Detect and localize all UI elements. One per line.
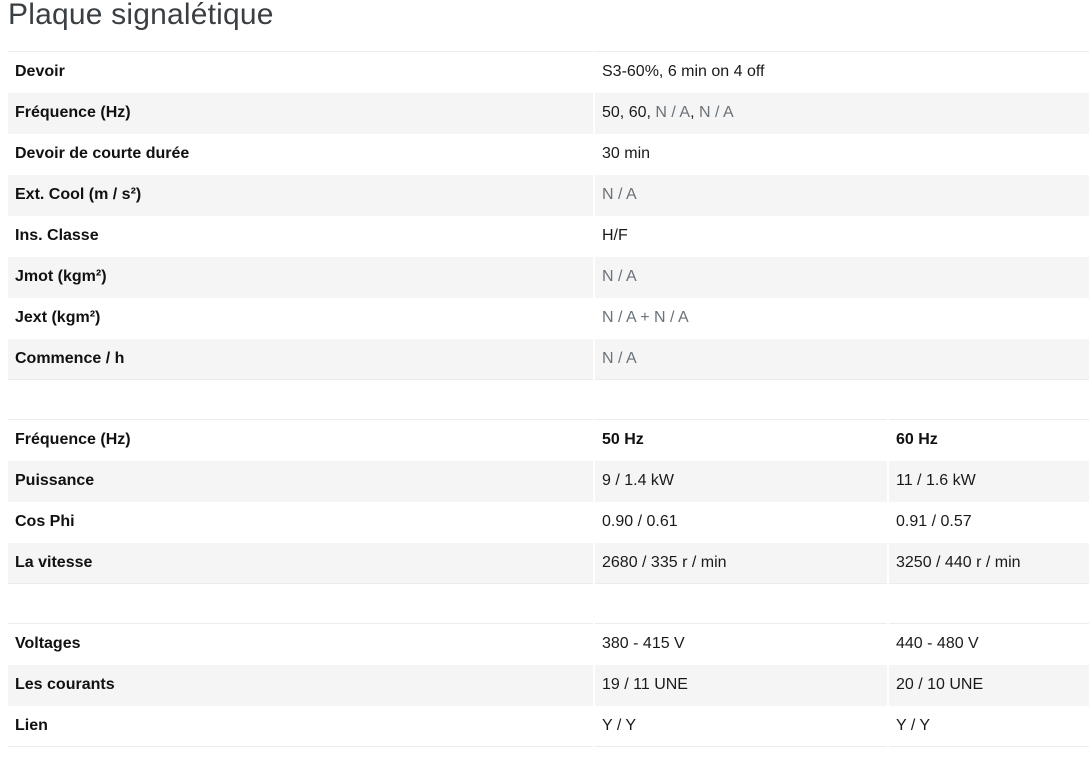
row-label: Les courants [8, 664, 594, 706]
row-label: Puissance [8, 460, 594, 502]
page-title: Plaque signalétique [8, 0, 274, 31]
table-row: La vitesse 2680 / 335 r / min 3250 / 440 r… [8, 542, 1089, 584]
table-row: Devoir S3-60%, 6 min on 4 off [8, 51, 1089, 93]
value-text: S3-60%, 6 min on 4 off [602, 63, 765, 81]
table-row: Ins. Classe H/F [8, 215, 1089, 257]
column-header-50hz: 50 Hz [593, 419, 888, 461]
na-value: N / A [602, 349, 637, 367]
na-value: N / A [698, 104, 734, 121]
value-text: 50, 60, [602, 104, 656, 121]
row-label: Ext. Cool (m / s²) [8, 174, 594, 216]
value-text: 30 min [602, 145, 651, 162]
value-60hz: 0.91 / 0.57 [887, 501, 1089, 543]
row-value: N / A + N / A [593, 297, 1089, 339]
row-label: Jext (kgm²) [15, 309, 101, 326]
na-value: N / A [655, 104, 691, 121]
row-label: Cos Phi [15, 513, 75, 530]
table-row: Fréquence (Hz) 50, 60, N / A, N / A [8, 92, 1089, 134]
row-label: Fréquence (Hz) [8, 92, 594, 134]
table-row: Jmot (kgm²) N / A [8, 256, 1089, 298]
table-row: Jext (kgm²) N / A + N / A [8, 297, 1089, 339]
general-spec-table: Devoir S3-60%, 6 min on 4 off Fréquence (H… [8, 51, 1089, 380]
electrical-spec-table: Voltages 380 - 415 V 440 - 480 V Les couran… [8, 623, 1089, 747]
value-50hz: Y / Y [593, 705, 888, 747]
table-row: Commence / h N / A [8, 338, 1089, 380]
table-row: Voltages 380 - 415 V 440 - 480 V [8, 623, 1089, 665]
table-row: Devoir de courte durée 30 min [8, 133, 1089, 175]
column-header-60hz: 60 Hz [887, 419, 1089, 461]
value-text: , [690, 104, 699, 121]
value-60hz: 3250 / 440 r / min [887, 542, 1089, 584]
row-label: Commence / h [8, 338, 594, 380]
table-row: Les courants 19 / 11 UNE 20 / 10 UNE [8, 664, 1089, 706]
value-50hz: 380 - 415 V [593, 623, 888, 665]
row-value: N / A [593, 174, 1089, 216]
row-label: Ins. Classe [15, 227, 99, 244]
row-value: N / A [593, 256, 1089, 298]
value-50hz: 0.90 / 0.61 [593, 501, 888, 543]
value-60hz: Y / Y [887, 705, 1089, 747]
value-text: H/F [602, 227, 628, 244]
row-label: Voltages [15, 635, 81, 653]
row-label: Fréquence (Hz) [15, 431, 131, 449]
row-value: H/F [593, 215, 1089, 257]
value-50hz: 9 / 1.4 kW [593, 460, 888, 502]
row-label: La vitesse [8, 542, 594, 584]
row-label: Lien [8, 705, 594, 747]
table-row: Cos Phi 0.90 / 0.61 0.91 / 0.57 [8, 501, 1089, 543]
row-label: Jmot (kgm²) [8, 256, 594, 298]
row-value: S3-60%, 6 min on 4 off [593, 51, 1089, 93]
value-60hz: 20 / 10 UNE [887, 664, 1089, 706]
row-label: Devoir de courte durée [15, 145, 190, 162]
na-value: N / A [602, 268, 637, 285]
value-50hz: 19 / 11 UNE [593, 664, 888, 706]
row-value: N / A [593, 338, 1089, 380]
row-value: 50, 60, N / A, N / A [593, 92, 1089, 134]
value-50hz: 2680 / 335 r / min [593, 542, 888, 584]
frequency-spec-table: Fréquence (Hz) 50 Hz 60 Hz Puissance 9 / … [8, 419, 1089, 584]
table-row: Ext. Cool (m / s²) N / A [8, 174, 1089, 216]
value-60hz: 440 - 480 V [887, 623, 1089, 665]
frequency-header-row: Fréquence (Hz) 50 Hz 60 Hz [8, 419, 1089, 461]
na-value: N / A [602, 186, 637, 203]
row-value: 30 min [593, 133, 1089, 175]
row-label: Devoir [15, 63, 65, 81]
na-value: N / A + N / A [602, 309, 689, 326]
table-row: Puissance 9 / 1.4 kW 11 / 1.6 kW [8, 460, 1089, 502]
value-60hz: 11 / 1.6 kW [887, 460, 1089, 502]
